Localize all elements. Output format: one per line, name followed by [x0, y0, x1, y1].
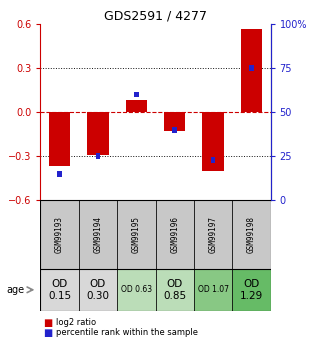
Bar: [96, 153, 100, 159]
Text: OD
0.15: OD 0.15: [48, 279, 71, 300]
Bar: [249, 65, 254, 71]
Text: ■: ■: [44, 318, 53, 327]
Bar: [126, 100, 147, 112]
Bar: [57, 171, 62, 177]
Bar: [194, 200, 232, 269]
Text: GSM99194: GSM99194: [94, 216, 102, 253]
Bar: [87, 112, 109, 155]
Text: GSM99198: GSM99198: [247, 216, 256, 253]
Title: GDS2591 / 4277: GDS2591 / 4277: [104, 10, 207, 23]
Bar: [241, 29, 262, 112]
Text: age: age: [6, 285, 24, 295]
Bar: [117, 200, 156, 269]
Bar: [79, 200, 117, 269]
Bar: [40, 200, 79, 269]
Bar: [79, 269, 117, 310]
Bar: [202, 112, 224, 171]
Bar: [232, 200, 271, 269]
Text: GSM99195: GSM99195: [132, 216, 141, 253]
Bar: [156, 200, 194, 269]
Bar: [232, 269, 271, 310]
Text: GSM99197: GSM99197: [209, 216, 217, 253]
Bar: [49, 112, 70, 166]
Text: GSM99193: GSM99193: [55, 216, 64, 253]
Bar: [156, 269, 194, 310]
Text: OD
1.29: OD 1.29: [240, 279, 263, 300]
Bar: [40, 269, 79, 310]
Text: OD 0.63: OD 0.63: [121, 285, 152, 294]
Text: GSM99196: GSM99196: [170, 216, 179, 253]
Text: percentile rank within the sample: percentile rank within the sample: [56, 328, 198, 337]
Text: ■: ■: [44, 328, 53, 338]
Bar: [134, 91, 139, 97]
Bar: [172, 127, 177, 132]
Bar: [117, 269, 156, 310]
Text: OD
0.85: OD 0.85: [163, 279, 186, 300]
Bar: [164, 112, 185, 131]
Text: OD 1.07: OD 1.07: [197, 285, 229, 294]
Text: OD
0.30: OD 0.30: [86, 279, 109, 300]
Text: log2 ratio: log2 ratio: [56, 318, 96, 327]
Bar: [194, 269, 232, 310]
Bar: [211, 157, 215, 162]
